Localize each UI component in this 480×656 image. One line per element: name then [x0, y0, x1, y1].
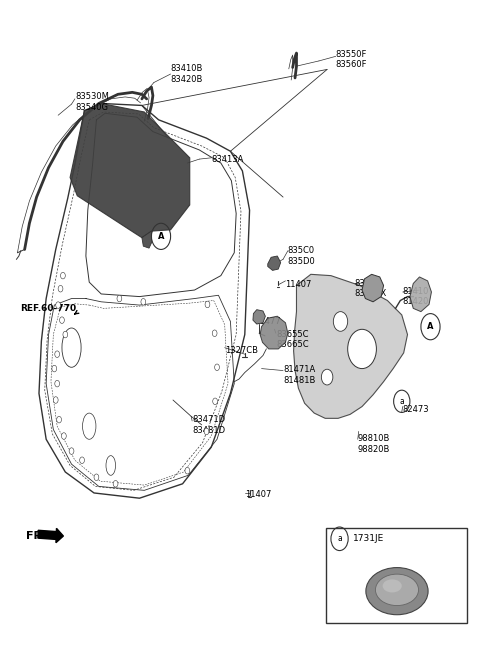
Circle shape	[55, 351, 60, 358]
Text: a: a	[337, 534, 342, 543]
Circle shape	[215, 364, 219, 371]
Circle shape	[69, 448, 74, 455]
Polygon shape	[362, 274, 384, 302]
Circle shape	[322, 369, 333, 385]
Circle shape	[204, 428, 209, 435]
Circle shape	[185, 468, 190, 474]
Circle shape	[212, 330, 217, 337]
Text: 83471D
83481D: 83471D 83481D	[192, 415, 225, 434]
Text: 83410B
83420B: 83410B 83420B	[170, 64, 203, 84]
Polygon shape	[260, 316, 288, 349]
Circle shape	[348, 329, 376, 369]
Text: 82473: 82473	[403, 405, 429, 415]
Text: a: a	[399, 397, 404, 406]
Text: 98810B
98820B: 98810B 98820B	[358, 434, 390, 453]
Text: A: A	[158, 232, 164, 241]
Polygon shape	[70, 104, 190, 237]
Text: REF.60-770: REF.60-770	[20, 304, 76, 313]
Circle shape	[60, 272, 65, 279]
Circle shape	[53, 397, 58, 403]
Text: A: A	[427, 322, 434, 331]
Text: 11407: 11407	[245, 491, 271, 499]
Text: 835C0
835D0: 835C0 835D0	[288, 246, 316, 266]
Circle shape	[113, 481, 118, 487]
Text: 1327CB: 1327CB	[225, 346, 258, 356]
Ellipse shape	[366, 567, 428, 615]
Circle shape	[52, 365, 57, 372]
Circle shape	[60, 317, 64, 323]
Text: 11407: 11407	[286, 279, 312, 289]
Circle shape	[55, 380, 60, 387]
Text: 83550F
83560F: 83550F 83560F	[336, 50, 367, 70]
Circle shape	[80, 457, 84, 464]
FancyArrow shape	[38, 528, 63, 543]
Text: 83655C
83665C: 83655C 83665C	[276, 330, 309, 350]
Text: 81477: 81477	[254, 317, 281, 326]
Polygon shape	[294, 274, 408, 419]
Text: 81410
81420: 81410 81420	[403, 287, 429, 306]
Circle shape	[56, 302, 60, 308]
Circle shape	[333, 312, 348, 331]
Circle shape	[117, 295, 122, 302]
Text: 83484
83494X: 83484 83494X	[355, 279, 387, 298]
Ellipse shape	[106, 456, 116, 476]
Polygon shape	[410, 277, 432, 312]
Text: 83530M
83540G: 83530M 83540G	[75, 92, 109, 112]
Circle shape	[57, 417, 61, 423]
Text: 1731JE: 1731JE	[352, 534, 384, 543]
Circle shape	[141, 298, 146, 305]
Circle shape	[205, 301, 210, 308]
Circle shape	[94, 474, 99, 481]
Polygon shape	[253, 310, 265, 324]
Polygon shape	[268, 256, 281, 270]
Polygon shape	[142, 231, 152, 248]
Bar	[326, 527, 468, 623]
Circle shape	[58, 285, 63, 292]
Text: 83413A: 83413A	[211, 155, 244, 163]
Text: FR.: FR.	[25, 531, 46, 541]
Ellipse shape	[62, 328, 81, 367]
Ellipse shape	[383, 579, 402, 592]
Ellipse shape	[375, 574, 419, 605]
Circle shape	[213, 398, 217, 405]
Ellipse shape	[83, 413, 96, 440]
Text: 81471A
81481B: 81471A 81481B	[283, 365, 315, 385]
Circle shape	[63, 331, 68, 338]
Circle shape	[61, 433, 66, 440]
